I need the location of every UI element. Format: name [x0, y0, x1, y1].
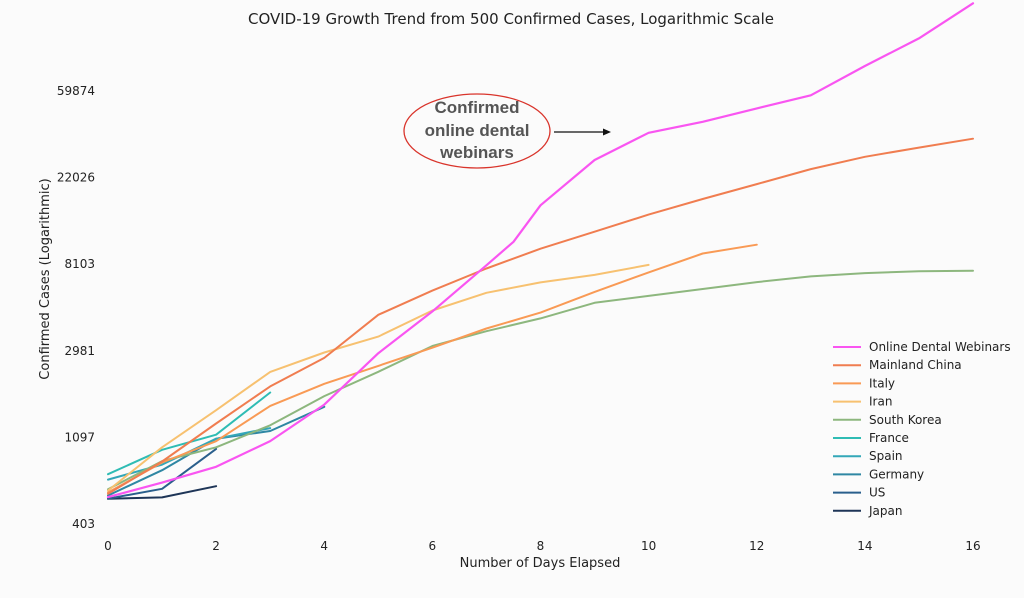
series-line-italy: [107, 243, 758, 494]
series-line-japan: [107, 485, 218, 500]
y-tick-label: 22026: [57, 171, 95, 185]
series-line-germany: [107, 405, 326, 497]
annotation-line-2: online dental: [425, 121, 530, 140]
series-line-iran: [107, 263, 650, 492]
x-tick-label: 12: [749, 539, 764, 553]
annotation: Confirmed online dental webinars: [403, 93, 611, 169]
annotation-ellipse: [403, 93, 551, 169]
x-tick-label: 2: [212, 539, 220, 553]
x-tick-label: 14: [857, 539, 872, 553]
legend-label: Germany: [869, 467, 924, 481]
y-axis-label: Confirmed Cases (Logarithmic): [38, 178, 53, 379]
annotation-line-3: webinars: [439, 143, 514, 162]
x-tick-label: 0: [104, 539, 112, 553]
x-tick-label: 4: [320, 539, 328, 553]
series-line-online-dental-webinars: [106, 2, 975, 499]
legend: Online Dental Webinars Mainland China Ital…: [833, 340, 1011, 518]
legend-label: Italy: [869, 376, 895, 390]
legend-label: Spain: [869, 449, 903, 463]
y-axis-ticks: 403 1097 2981 8103 22026 59874: [57, 84, 95, 531]
series-line-mainland-china: [107, 137, 974, 495]
x-tick-label: 6: [429, 539, 437, 553]
series-line-south-korea: [107, 269, 974, 491]
x-tick-label: 16: [965, 539, 980, 553]
series-line-us: [107, 447, 218, 500]
y-tick-label: 59874: [57, 84, 95, 98]
x-tick-label: 8: [537, 539, 545, 553]
legend-label: Online Dental Webinars: [869, 340, 1011, 354]
series-lines: [106, 2, 975, 500]
annotation-arrowhead: [603, 128, 611, 136]
x-tick-label: 10: [641, 539, 656, 553]
y-tick-label: 1097: [64, 430, 95, 444]
x-axis-ticks: 0 2 4 6 8 10 12 14 16: [104, 539, 980, 553]
legend-label: Iran: [869, 395, 892, 409]
annotation-line-1: Confirmed: [435, 98, 520, 117]
legend-label: France: [869, 431, 909, 445]
legend-label: US: [869, 486, 885, 500]
legend-label: Japan: [868, 504, 902, 518]
legend-label: Mainland China: [869, 358, 962, 372]
y-tick-label: 8103: [64, 257, 95, 271]
chart-title: COVID-19 Growth Trend from 500 Confirmed…: [248, 10, 774, 28]
x-axis-label: Number of Days Elapsed: [460, 556, 621, 571]
legend-label: South Korea: [869, 413, 942, 427]
y-tick-label: 2981: [64, 344, 95, 358]
y-tick-label: 403: [72, 517, 95, 531]
